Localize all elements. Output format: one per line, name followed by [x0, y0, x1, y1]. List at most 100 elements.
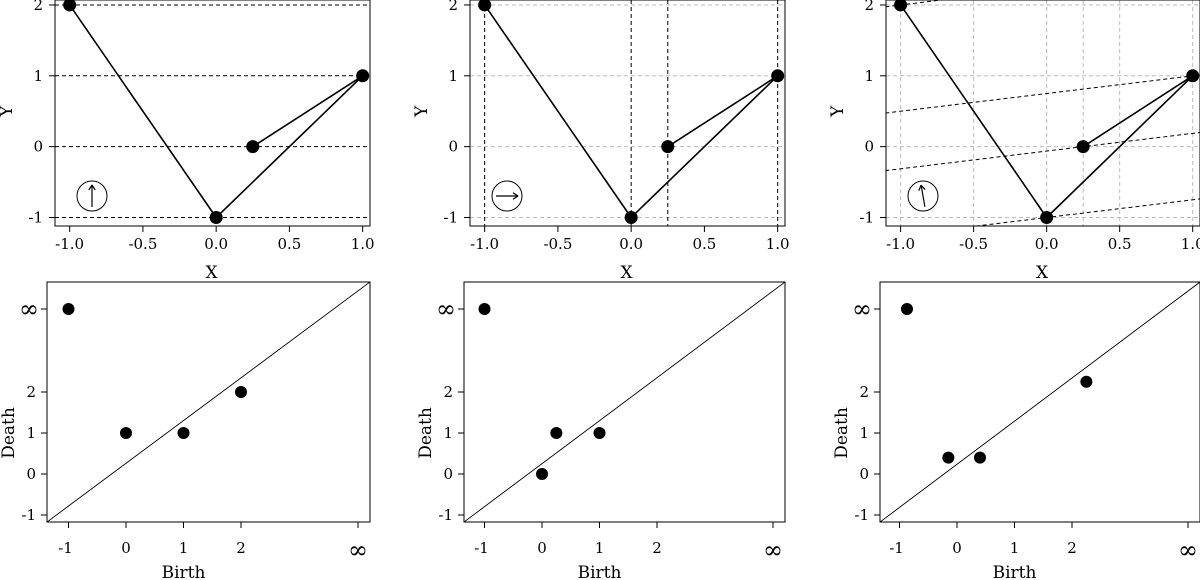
y-axis-label: Y [412, 105, 432, 118]
x-tick-label: 2 [236, 539, 246, 557]
x-axis-label: X [1036, 263, 1049, 283]
direction-arrow-icon [907, 180, 939, 212]
y-tick-label: 0 [864, 138, 874, 156]
filtration-line [886, 131, 1200, 172]
x-tick-label: 0.5 [692, 235, 716, 253]
graph-vertex [478, 0, 492, 12]
diagonal-line [47, 282, 370, 522]
x-tick-label: 1.0 [766, 235, 790, 253]
y-tick-label: -1 [21, 506, 36, 524]
diagonal-line [464, 282, 785, 522]
persistence-point [1080, 375, 1093, 388]
persistence-point [550, 427, 563, 439]
x-tick-label: -1.0 [470, 235, 499, 253]
graph-edge [483, 4, 632, 218]
persistence-point [974, 451, 986, 464]
x-infinity-label: ∞ [1178, 536, 1198, 564]
x-tick-label: -1 [889, 539, 904, 557]
graph-vertex [63, 0, 77, 12]
y-tick-label: 2 [448, 0, 458, 14]
plot-frame [879, 281, 1200, 523]
graph-vertex [356, 69, 370, 83]
x-tick-label: 1 [1010, 539, 1020, 557]
y-tick-label: 2 [33, 0, 43, 14]
y-axis-label: Y [0, 105, 17, 118]
persistence-diagram-bottom-middle: -1 0 1 2 ∞ -1 0 1 2 ∞ Birth Death [416, 281, 786, 580]
x-tick-label: 1.0 [351, 235, 375, 253]
direction-arrow-icon [491, 180, 523, 212]
plot-frame [885, 0, 1200, 227]
persistence-point [62, 303, 75, 315]
graph-vertex [1186, 69, 1200, 83]
x-tick-label: -0.5 [128, 235, 157, 253]
y-tick-label: -1 [443, 208, 458, 226]
y-tick-label: -1 [854, 506, 869, 524]
y-tick-label: -1 [438, 506, 453, 524]
y-tick-label: 0 [33, 138, 43, 156]
x-tick-label: -1 [58, 539, 73, 557]
graph-edge [215, 75, 364, 219]
graph-edge [899, 4, 1048, 218]
x-tick-label: -0.5 [959, 235, 988, 253]
y-tick-label: -1 [859, 208, 874, 226]
x-tick-label: -1 [474, 539, 489, 557]
y-tick-label: 1 [26, 424, 36, 442]
x-tick-label: 1.0 [1181, 235, 1200, 253]
y-tick-label: 1 [859, 424, 869, 442]
graph-edge [68, 4, 217, 218]
y-tick-label: 0 [26, 465, 36, 483]
y-infinity-label: ∞ [436, 295, 456, 323]
filtration-lines [470, 0, 785, 226]
y-tick-label: 0 [448, 138, 458, 156]
x-tick-label: 2 [652, 539, 662, 557]
x-infinity-label: ∞ [763, 536, 783, 564]
scatter-panel-top-right: -1.0 -0.5 0.0 0.5 1.0 -1 0 1 2 X Y [828, 0, 1200, 283]
persistence-point [177, 427, 190, 439]
filtration-line [886, 74, 1200, 114]
graph-edge [1082, 75, 1194, 148]
plot-frame [463, 281, 786, 523]
diagonal-line [880, 282, 1200, 522]
y-axis-label: Death [832, 407, 852, 459]
x-axis-label: Birth [578, 563, 622, 580]
x-axis-label: X [205, 263, 218, 283]
persistence-diagram-bottom-right: -1 0 1 2 ∞ -1 0 1 2 ∞ Birth Death [832, 281, 1200, 580]
y-tick-label: 1 [443, 424, 453, 442]
y-tick-label: 1 [864, 67, 874, 85]
x-tick-label: 0.0 [619, 235, 643, 253]
y-tick-label: 1 [33, 67, 43, 85]
y-infinity-label: ∞ [19, 295, 39, 323]
y-tick-label: 2 [26, 383, 36, 401]
graph-edge [630, 75, 779, 219]
graph-vertex [1040, 210, 1054, 224]
persistence-diagram-bottom-left: -1 0 1 2 ∞ -1 0 1 2 ∞ Birth Death [0, 281, 371, 580]
graph-vertex [246, 140, 260, 154]
plot-frame [46, 281, 371, 523]
x-tick-label: 0.0 [1035, 235, 1059, 253]
graph-vertex [894, 0, 908, 12]
x-tick-label: 0 [952, 539, 962, 557]
persistence-point [120, 427, 132, 439]
x-axis-label: X [620, 263, 633, 283]
y-tick-label: 2 [859, 383, 869, 401]
y-tick-label: -1 [28, 208, 43, 226]
y-infinity-label: ∞ [852, 295, 872, 323]
persistence-point [235, 386, 247, 398]
plot-frame [54, 0, 371, 227]
y-axis-label: Death [416, 407, 436, 459]
graph-vertex [661, 140, 675, 154]
x-infinity-label: ∞ [348, 536, 368, 564]
x-tick-label: 1 [595, 539, 605, 557]
persistence-point [478, 303, 491, 315]
y-axis-label: Death [0, 407, 19, 459]
x-tick-label: 1 [179, 539, 189, 557]
y-tick-label: 1 [448, 67, 458, 85]
scatter-panel-top-left: -1.0 -0.5 0.0 0.5 1.0 -1 0 1 2 X Y [0, 0, 375, 283]
x-tick-label: 0 [121, 539, 131, 557]
x-tick-label: 0.0 [204, 235, 228, 253]
persistence-point [942, 451, 955, 464]
y-tick-label: 2 [864, 0, 874, 14]
persistence-point [900, 303, 913, 315]
filtration-line [886, 0, 946, 8]
graph-vertex [209, 210, 223, 224]
